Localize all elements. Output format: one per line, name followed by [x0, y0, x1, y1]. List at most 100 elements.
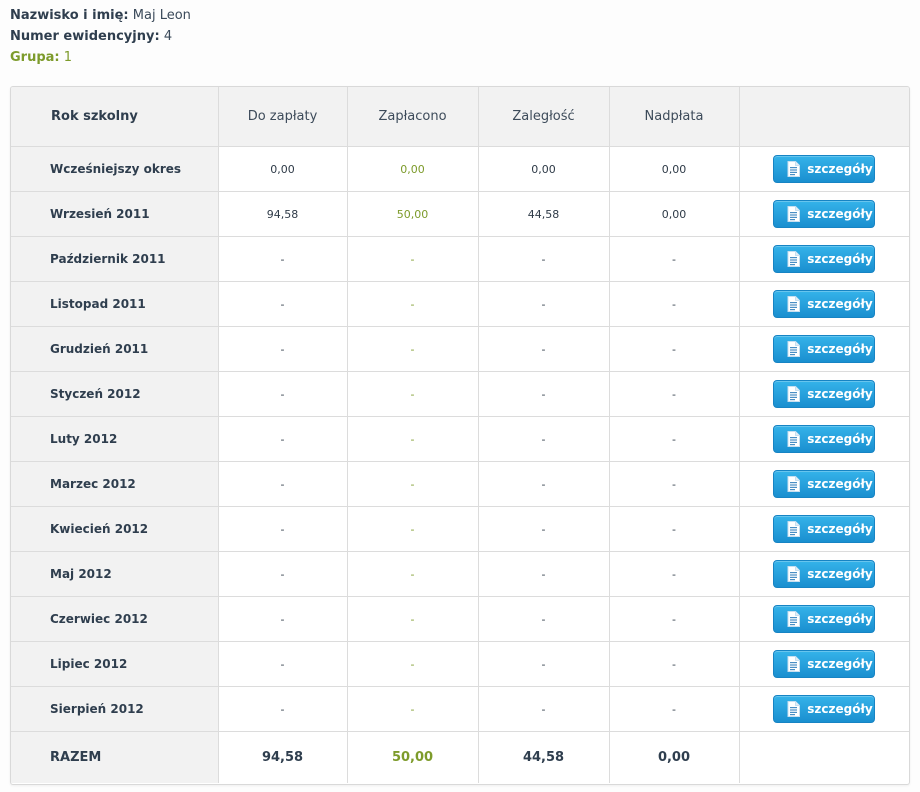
total-action-cell	[739, 732, 909, 784]
period-cell: Maj 2012	[11, 551, 219, 597]
due-cell: -	[218, 326, 348, 372]
period-cell: Sierpień 2012	[11, 686, 219, 732]
action-cell: szczegóły	[739, 146, 909, 192]
details-button-label: szczegóły	[807, 657, 873, 671]
action-cell: szczegóły	[739, 551, 909, 597]
document-icon	[787, 611, 801, 627]
action-cell: szczegóły	[739, 596, 909, 642]
details-button-label: szczegóły	[807, 387, 873, 401]
paid-cell: -	[347, 236, 479, 282]
due-cell: -	[218, 596, 348, 642]
arrears-cell: -	[478, 326, 610, 372]
overpaid-cell: -	[609, 326, 740, 372]
header-due: Do zapłaty	[218, 87, 348, 147]
paid-cell: 50,00	[347, 191, 479, 237]
period-cell: Styczeń 2012	[11, 371, 219, 417]
total-label-cell: RAZEM	[11, 731, 219, 783]
period-cell: Luty 2012	[11, 416, 219, 462]
overpaid-cell: -	[609, 236, 740, 282]
due-cell: -	[218, 281, 348, 327]
student-name-row: Nazwisko i imię: Maj Leon	[10, 5, 191, 26]
arrears-cell: -	[478, 506, 610, 552]
table-row: Maj 2012 - - - - szczegóły	[11, 551, 909, 597]
details-button[interactable]: szczegóły	[773, 290, 876, 318]
period-cell: Listopad 2011	[11, 281, 219, 327]
details-button[interactable]: szczegóły	[773, 605, 876, 633]
overpaid-cell: -	[609, 506, 740, 552]
student-group-row: Grupa: 1	[10, 47, 191, 68]
period-cell: Marzec 2012	[11, 461, 219, 507]
due-cell: -	[218, 551, 348, 597]
document-icon	[787, 251, 801, 267]
table-row: Styczeń 2012 - - - - szczegóły	[11, 371, 909, 417]
overpaid-cell: 0,00	[609, 146, 740, 192]
table-header-row: Rok szkolny Do zapłaty Zapłacono Zaległo…	[11, 87, 909, 147]
total-overpaid-cell: 0,00	[609, 731, 740, 783]
details-button[interactable]: szczegóły	[773, 650, 876, 678]
document-icon	[787, 476, 801, 492]
details-button-label: szczegóły	[807, 432, 873, 446]
document-icon	[787, 386, 801, 402]
table-row: Październik 2011 - - - - szczegóły	[11, 236, 909, 282]
details-button[interactable]: szczegóły	[773, 515, 876, 543]
details-button-label: szczegóły	[807, 567, 873, 581]
document-icon	[787, 566, 801, 582]
table-row: Wcześniejszy okres 0,00 0,00 0,00 0,00 s…	[11, 146, 909, 192]
total-row: RAZEM 94,58 50,00 44,58 0,00	[11, 731, 909, 784]
arrears-cell: -	[478, 461, 610, 507]
details-button[interactable]: szczegóły	[773, 245, 876, 273]
details-button-label: szczegóły	[807, 612, 873, 626]
table-row: Grudzień 2011 - - - - szczegóły	[11, 326, 909, 372]
document-icon	[787, 521, 801, 537]
overpaid-cell: 0,00	[609, 191, 740, 237]
document-icon	[787, 161, 801, 177]
details-button-label: szczegóły	[807, 252, 873, 266]
overpaid-cell: -	[609, 416, 740, 462]
arrears-cell: -	[478, 416, 610, 462]
student-id-label: Numer ewidencyjny:	[10, 29, 160, 44]
paid-cell: -	[347, 551, 479, 597]
paid-cell: -	[347, 371, 479, 417]
paid-cell: -	[347, 506, 479, 552]
details-button[interactable]: szczegóły	[773, 425, 876, 453]
arrears-cell: -	[478, 551, 610, 597]
action-cell: szczegóły	[739, 641, 909, 687]
document-icon	[787, 701, 801, 717]
details-button[interactable]: szczegóły	[773, 380, 876, 408]
arrears-cell: -	[478, 596, 610, 642]
table-row: Sierpień 2012 - - - - szczegóły	[11, 686, 909, 732]
action-cell: szczegóły	[739, 461, 909, 507]
table-row: Marzec 2012 - - - - szczegóły	[11, 461, 909, 507]
header-paid: Zapłacono	[347, 87, 479, 147]
arrears-cell: -	[478, 641, 610, 687]
paid-cell: -	[347, 326, 479, 372]
details-button[interactable]: szczegóły	[773, 695, 876, 723]
document-icon	[787, 431, 801, 447]
action-cell: szczegóły	[739, 506, 909, 552]
details-button[interactable]: szczegóły	[773, 560, 876, 588]
due-cell: -	[218, 416, 348, 462]
action-cell: szczegóły	[739, 191, 909, 237]
action-cell: szczegóły	[739, 281, 909, 327]
student-group-value: 1	[63, 50, 73, 65]
total-due-cell: 94,58	[218, 731, 348, 783]
total-arrears-cell: 44,58	[478, 731, 610, 783]
details-button-label: szczegóły	[807, 477, 873, 491]
overpaid-cell: -	[609, 461, 740, 507]
arrears-cell: -	[478, 371, 610, 417]
details-button[interactable]: szczegóły	[773, 470, 876, 498]
student-info: Nazwisko i imię: Maj Leon Numer ewidency…	[10, 5, 191, 68]
period-cell: Październik 2011	[11, 236, 219, 282]
total-paid-cell: 50,00	[347, 731, 479, 783]
details-button[interactable]: szczegóły	[773, 155, 876, 183]
details-button[interactable]: szczegóły	[773, 200, 876, 228]
document-icon	[787, 296, 801, 312]
paid-cell: -	[347, 416, 479, 462]
student-name-label: Nazwisko i imię:	[10, 8, 129, 23]
student-group-label: Grupa:	[10, 50, 60, 65]
student-id-value: 4	[163, 29, 173, 44]
due-cell: -	[218, 371, 348, 417]
details-button[interactable]: szczegóły	[773, 335, 876, 363]
table-row: Kwiecień 2012 - - - - szczegóły	[11, 506, 909, 552]
payments-table-container: Rok szkolny Do zapłaty Zapłacono Zaległo…	[10, 86, 910, 785]
